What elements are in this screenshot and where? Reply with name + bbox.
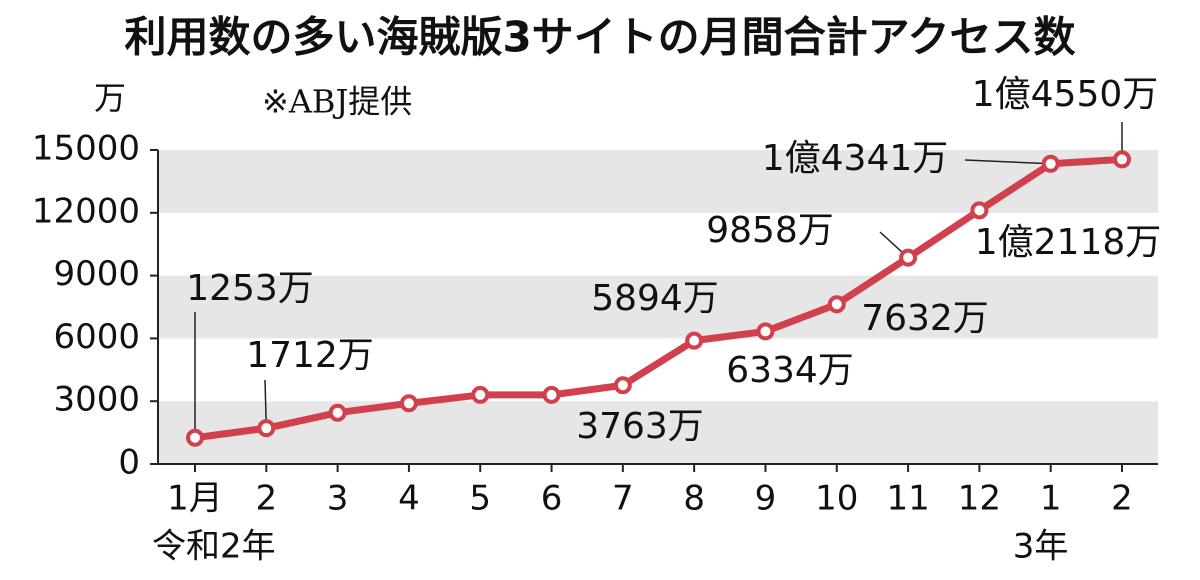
x-tick-label: 12 xyxy=(958,479,1001,519)
data-label: 1712万 xyxy=(246,335,374,376)
grid-band xyxy=(158,212,1158,276)
marker xyxy=(186,428,204,447)
marker xyxy=(1041,154,1060,173)
grid-band xyxy=(158,150,1158,213)
x-group-label: 令和2年 xyxy=(152,527,276,567)
y-unit: 万 xyxy=(94,79,126,117)
x-tick-label: 1 xyxy=(1040,479,1062,519)
marker xyxy=(399,394,418,413)
x-tick-label: 1月 xyxy=(167,479,223,519)
marker xyxy=(257,419,276,438)
x-tick-label: 6 xyxy=(541,479,563,519)
grid-band xyxy=(158,401,1158,464)
data-label: 6334万 xyxy=(726,350,854,391)
x-tick-label: 10 xyxy=(815,479,858,519)
marker xyxy=(827,295,846,314)
x-tick-label: 3 xyxy=(327,479,349,519)
x-tick-label: 4 xyxy=(398,479,420,519)
x-tick-label: 7 xyxy=(612,479,634,519)
x-tick-label: 5 xyxy=(469,479,491,519)
marker xyxy=(542,385,561,404)
grid-band xyxy=(158,338,1158,402)
marker xyxy=(613,376,632,395)
data-label: 9858万 xyxy=(706,210,834,251)
marker xyxy=(328,403,347,422)
leader-line xyxy=(964,159,1051,165)
x-tick-label: 9 xyxy=(755,479,777,519)
x-tick-label: 2 xyxy=(1111,479,1133,519)
annotation: ※ABJ提供 xyxy=(262,83,412,121)
y-tick-label: 9000 xyxy=(53,254,140,294)
grid-band xyxy=(158,275,1158,339)
x-tick-label: 11 xyxy=(886,479,929,519)
y-tick-label: 12000 xyxy=(32,191,140,231)
data-label: 1億4341万 xyxy=(762,138,949,179)
y-tick-label: 3000 xyxy=(53,380,140,420)
data-label: 1億4550万 xyxy=(972,74,1159,115)
marker xyxy=(685,331,704,350)
x-tick-label: 2 xyxy=(255,479,277,519)
chart-title: 利用数の多い海賊版3サイトの月間合計アクセス数 xyxy=(124,13,1075,62)
line xyxy=(194,155,1123,442)
marker xyxy=(471,385,490,404)
data-label: 5894万 xyxy=(591,278,719,319)
data-label: 1億2118万 xyxy=(975,222,1162,263)
y-tick-label: 6000 xyxy=(53,317,140,357)
data-label: 7632万 xyxy=(861,298,989,339)
marker xyxy=(756,322,775,341)
x-tick-label: 8 xyxy=(683,479,705,519)
data-label: 3763万 xyxy=(576,406,704,447)
marker xyxy=(970,201,989,220)
data-label: 1253万 xyxy=(186,268,314,309)
marker xyxy=(899,248,918,267)
y-tick-label: 15000 xyxy=(32,129,140,169)
x-group-label: 3年 xyxy=(1013,527,1069,567)
marker xyxy=(1113,150,1131,169)
y-tick-label: 0 xyxy=(118,443,140,483)
